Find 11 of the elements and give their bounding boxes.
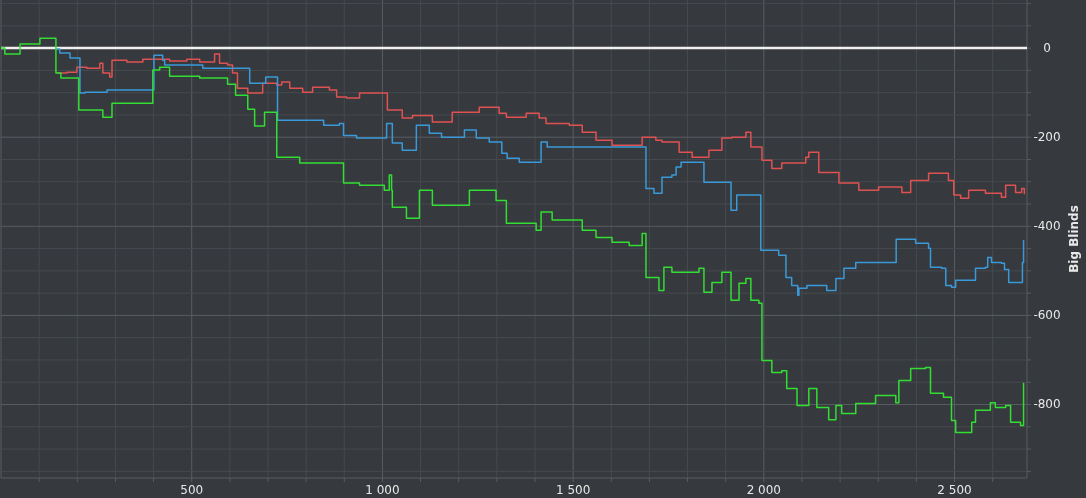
y-tick-label: -600 — [1033, 308, 1061, 323]
y-tick-label: -200 — [1033, 130, 1061, 145]
x-tick-label: 1 500 — [555, 483, 591, 497]
y-tick-label: -400 — [1033, 219, 1061, 234]
x-tick-label: 500 — [180, 483, 204, 497]
x-tick-label: 2 000 — [746, 483, 781, 497]
y-tick-label: -800 — [1033, 397, 1061, 412]
x-tick-label: 1 000 — [365, 483, 400, 497]
y-axis-title: Big Blinds — [1067, 205, 1081, 273]
y-tick-label: 0 — [1043, 41, 1051, 56]
x-tick-label: 2 500 — [937, 483, 972, 497]
